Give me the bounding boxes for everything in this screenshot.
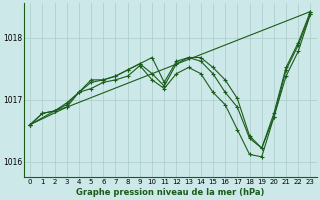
X-axis label: Graphe pression niveau de la mer (hPa): Graphe pression niveau de la mer (hPa) [76, 188, 265, 197]
